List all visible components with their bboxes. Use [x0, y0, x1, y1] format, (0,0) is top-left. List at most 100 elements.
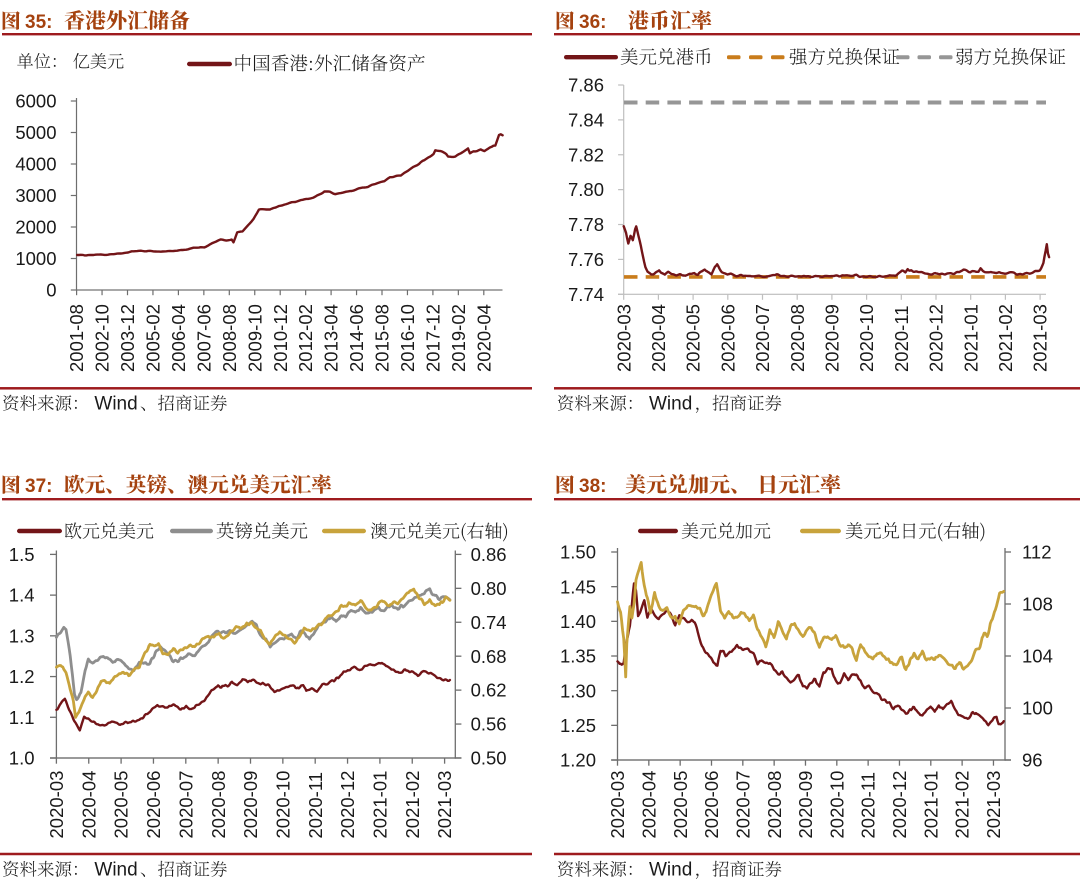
svg-text:2007-06: 2007-06	[193, 304, 214, 372]
svg-text:100: 100	[1022, 698, 1053, 719]
svg-text:1.5: 1.5	[9, 544, 35, 565]
svg-text:1000: 1000	[15, 248, 56, 269]
svg-text:6000: 6000	[15, 91, 56, 112]
svg-text:2020-04: 2020-04	[638, 771, 659, 839]
svg-text:36:: 36:	[579, 12, 606, 33]
svg-text:2021-03: 2021-03	[434, 771, 455, 839]
svg-text:0: 0	[46, 280, 56, 301]
svg-text:2020-07: 2020-07	[732, 771, 753, 839]
svg-text:1.0: 1.0	[9, 748, 35, 769]
svg-text:2020-08: 2020-08	[208, 771, 229, 839]
svg-text:7.82: 7.82	[568, 144, 604, 165]
svg-text:0.68: 0.68	[471, 646, 507, 667]
svg-text:108: 108	[1022, 594, 1053, 615]
svg-text:2020-09: 2020-09	[240, 771, 261, 839]
svg-text:112: 112	[1022, 542, 1052, 563]
svg-text:Wind: Wind	[649, 394, 692, 415]
svg-text:7.86: 7.86	[568, 75, 604, 96]
svg-text:3000: 3000	[15, 185, 56, 206]
svg-text:1.1: 1.1	[9, 707, 35, 728]
svg-text:2020-12: 2020-12	[926, 304, 947, 372]
svg-text:2019-02: 2019-02	[448, 304, 469, 372]
svg-text:1.2: 1.2	[9, 666, 35, 687]
svg-text:2016-10: 2016-10	[397, 304, 418, 372]
svg-text:7.74: 7.74	[568, 284, 604, 305]
svg-text:1.40: 1.40	[560, 611, 596, 632]
svg-text:2020-11: 2020-11	[305, 772, 326, 839]
svg-text:2008-08: 2008-08	[219, 304, 240, 372]
svg-text:2009-10: 2009-10	[244, 304, 265, 372]
svg-text:2020-10: 2020-10	[856, 304, 877, 372]
svg-text:2020-09: 2020-09	[795, 771, 816, 839]
svg-text:2017-12: 2017-12	[423, 304, 444, 372]
svg-text:2020-11: 2020-11	[891, 305, 912, 372]
svg-text:2020-06: 2020-06	[717, 304, 738, 372]
svg-text:2013-04: 2013-04	[321, 304, 342, 372]
svg-text:2020-03: 2020-03	[607, 771, 628, 839]
svg-text:2020-12: 2020-12	[337, 771, 358, 839]
svg-text:4000: 4000	[15, 154, 56, 175]
svg-text:2020-03: 2020-03	[46, 771, 67, 839]
svg-text:1.20: 1.20	[560, 750, 596, 771]
svg-text:0.56: 0.56	[471, 714, 507, 735]
svg-text:104: 104	[1022, 646, 1053, 667]
svg-text:2021-02: 2021-02	[995, 304, 1016, 372]
svg-text:1.30: 1.30	[560, 680, 596, 701]
svg-text:2020-07: 2020-07	[175, 771, 196, 839]
svg-text:2014-06: 2014-06	[346, 304, 367, 372]
svg-text:7.84: 7.84	[568, 110, 604, 131]
svg-text:35:: 35:	[25, 12, 52, 33]
svg-text:2000: 2000	[15, 217, 56, 238]
svg-text:2015-08: 2015-08	[372, 304, 393, 372]
svg-text:2005-02: 2005-02	[143, 304, 164, 372]
svg-text:2020-06: 2020-06	[701, 771, 722, 839]
svg-text:2006-04: 2006-04	[168, 304, 189, 372]
svg-text:38:: 38:	[579, 476, 606, 497]
svg-text:2020-05: 2020-05	[670, 771, 691, 839]
svg-text:0.50: 0.50	[471, 748, 507, 769]
svg-text:2020-06: 2020-06	[143, 771, 164, 839]
svg-text:2020-08: 2020-08	[764, 771, 785, 839]
svg-text:2020-08: 2020-08	[787, 304, 808, 372]
svg-text:37:: 37:	[25, 476, 52, 497]
svg-text:2020-05: 2020-05	[111, 771, 132, 839]
svg-text:2020-10: 2020-10	[826, 771, 847, 839]
svg-text:7.76: 7.76	[568, 249, 604, 270]
svg-text:2002-10: 2002-10	[92, 304, 113, 372]
svg-text:2020-04: 2020-04	[473, 304, 494, 372]
svg-text:2003-12: 2003-12	[117, 304, 138, 372]
svg-text:1.4: 1.4	[9, 585, 35, 606]
svg-text:Wind: Wind	[649, 860, 692, 881]
svg-text:2001-08: 2001-08	[66, 304, 87, 372]
svg-text:2021-03: 2021-03	[1030, 304, 1051, 372]
svg-text:2020-12: 2020-12	[889, 771, 910, 839]
svg-text:7.78: 7.78	[568, 214, 604, 235]
svg-text:1.45: 1.45	[560, 576, 596, 597]
svg-text:0.74: 0.74	[471, 612, 507, 633]
svg-text:2021-01: 2021-01	[960, 304, 981, 372]
svg-text:96: 96	[1022, 750, 1043, 771]
svg-text:2020-11: 2020-11	[858, 772, 879, 839]
svg-text:1.35: 1.35	[560, 646, 596, 667]
svg-text:2020-10: 2020-10	[273, 771, 294, 839]
svg-text:5000: 5000	[15, 122, 56, 143]
svg-text:2020-05: 2020-05	[683, 304, 704, 372]
svg-text:2021-01: 2021-01	[920, 771, 941, 839]
svg-text:Wind: Wind	[94, 394, 137, 415]
svg-text:1.25: 1.25	[560, 715, 596, 736]
svg-text:2020-04: 2020-04	[78, 771, 99, 839]
svg-text:2021-03: 2021-03	[983, 771, 1004, 839]
svg-text:2021-01: 2021-01	[370, 771, 391, 839]
svg-text:2021-02: 2021-02	[402, 771, 423, 839]
svg-text:0.80: 0.80	[471, 578, 507, 599]
svg-text:0.62: 0.62	[471, 680, 507, 701]
svg-text:2010-12: 2010-12	[270, 304, 291, 372]
svg-text:2012-02: 2012-02	[295, 304, 316, 372]
svg-text:0.86: 0.86	[471, 544, 507, 565]
svg-text:2020-03: 2020-03	[613, 304, 634, 372]
svg-text:2020-07: 2020-07	[752, 304, 773, 372]
svg-text:1.3: 1.3	[9, 625, 35, 646]
svg-text:2020-09: 2020-09	[822, 304, 843, 372]
svg-text:7.80: 7.80	[568, 179, 604, 200]
svg-text:2021-02: 2021-02	[952, 771, 973, 839]
